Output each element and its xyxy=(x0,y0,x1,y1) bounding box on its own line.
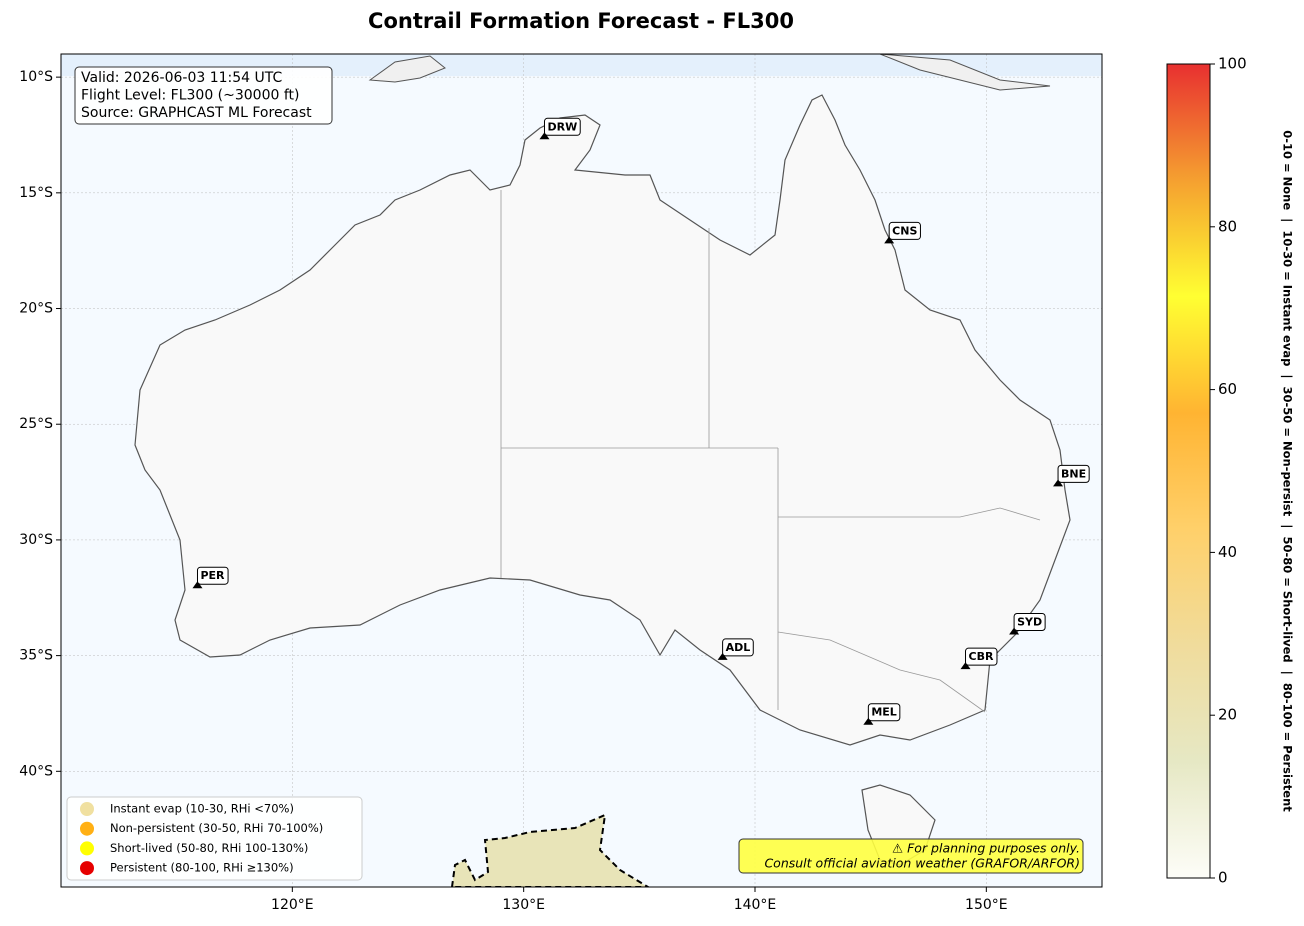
contour-region xyxy=(450,813,650,887)
airport-label-box xyxy=(1013,612,1046,631)
airports: DRW CNS BNE PER ADL SYD CBR MEL xyxy=(192,117,1090,725)
y-tick-label: 40°S xyxy=(19,763,53,779)
legend-label: Short-lived (50-80, RHi 100-130%) xyxy=(110,841,308,855)
info-line: Source: GRAPHCAST ML Forecast xyxy=(81,105,312,121)
airport-marker xyxy=(1053,479,1064,487)
airport-label: ADL xyxy=(726,641,751,654)
legend-label: Persistent (80-100, RHi ≥130%) xyxy=(110,861,294,875)
map-title: Contrail Formation Forecast - FL300 xyxy=(368,9,794,33)
legend: Instant evap (10-30, RHi <70%) Non-persis… xyxy=(80,802,323,876)
info: Valid: 2026-06-03 11:54 UTC Flight Level:… xyxy=(81,70,312,121)
colorbar-tick-label: 100 xyxy=(1218,55,1247,73)
colorbar-tick-label: 20 xyxy=(1218,706,1237,724)
info-line: Flight Level: FL300 (~30000 ft) xyxy=(81,88,300,104)
y-tick-label: 15°S xyxy=(19,185,53,201)
colorbar-axis: 0 20 40 60 80 100 0-10 = None | 10-30 = Instan… xyxy=(1210,55,1295,887)
legend-box xyxy=(66,796,363,881)
legend-swatch xyxy=(80,861,94,876)
airport-label: MEL xyxy=(871,706,896,719)
airport-marker xyxy=(1009,627,1020,635)
airport-marker xyxy=(192,581,203,589)
colorbar-tick-label: 80 xyxy=(1218,217,1237,235)
x-tick-label: 140°E xyxy=(734,897,777,913)
airport-label-box xyxy=(1057,464,1090,483)
airport-label: SYD xyxy=(1017,615,1042,628)
legend-swatch xyxy=(80,802,94,816)
colorbar-tick-label: 0 xyxy=(1218,869,1228,887)
info-box xyxy=(74,66,333,125)
airport-label: CNS xyxy=(892,224,917,237)
australia xyxy=(134,94,1071,746)
colorbar-tick-label: 40 xyxy=(1218,543,1237,561)
airport-marker xyxy=(717,652,728,660)
airport-label-box xyxy=(965,647,998,666)
y-tick-label: 10°S xyxy=(19,69,53,85)
airport-marker xyxy=(884,236,895,244)
disclaimer-line: Consult official aviation weather (GRAFO… xyxy=(764,856,1080,871)
disclaimer-box xyxy=(738,838,1084,874)
info-line: Valid: 2026-06-03 11:54 UTC xyxy=(81,70,282,86)
airport-label: BNE xyxy=(1061,467,1086,480)
airport-label-box xyxy=(867,703,901,722)
airport-label-box xyxy=(888,221,921,240)
airport-label: CBR xyxy=(969,650,994,663)
state-borders xyxy=(500,190,1041,713)
x-tick-label: 150°E xyxy=(965,897,1008,913)
colorbar-label: 0-10 = None | 10-30 = Instant evap | 30-… xyxy=(1281,130,1295,812)
y-tick-label: 25°S xyxy=(19,416,53,432)
land-north xyxy=(368,54,1051,91)
disclaimer-line: ⚠ For planning purposes only. xyxy=(892,841,1080,856)
legend-label: Non-persistent (30-50, RHi 70-100%) xyxy=(110,821,323,835)
y-tick-label: 20°S xyxy=(19,301,53,317)
y-tick-label: 30°S xyxy=(19,532,53,548)
colorbar xyxy=(1166,63,1211,879)
x-tick-label: 130°E xyxy=(502,897,545,913)
legend-swatch xyxy=(80,841,94,856)
y-tick-label: 35°S xyxy=(19,648,53,664)
airport-label: DRW xyxy=(547,120,577,133)
airport-marker xyxy=(960,662,971,670)
map-frame xyxy=(60,53,1103,888)
axes: 120°E 130°E 140°E 150°E 10°S 15°S 20°S 25°S 30°S… xyxy=(19,69,1007,913)
colorbar-tick-label: 60 xyxy=(1218,380,1237,398)
legend-swatch xyxy=(80,821,94,836)
airport-marker xyxy=(539,132,550,140)
legend-label: Instant evap (10-30, RHi <70%) xyxy=(110,802,294,816)
disclaimer: ⚠ For planning purposes only.Consult off… xyxy=(764,841,1080,871)
airport-label-box xyxy=(722,638,754,657)
airport-label-box xyxy=(196,566,229,585)
x-tick-label: 120°E xyxy=(271,897,314,913)
airport-marker xyxy=(863,717,874,725)
map-area: DRW CNS BNE PER ADL SYD CBR MEL xyxy=(61,54,1102,887)
airport-label: PER xyxy=(200,569,225,582)
airport-label-box xyxy=(543,117,581,136)
